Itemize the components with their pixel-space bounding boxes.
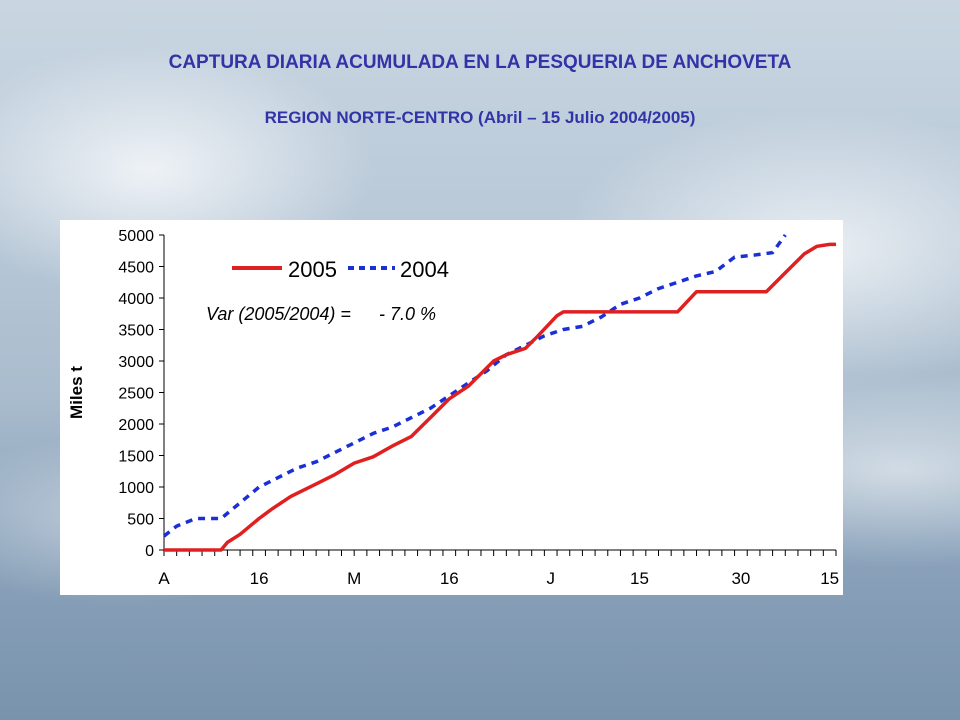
y-tick-label: 2000 [118,417,154,434]
slide-subtitle: REGION NORTE-CENTRO (Abril – 15 Julio 20… [264,108,696,127]
chart-panel: 0 500 1000 1500 2000 2500 3000 3500 4000 4500 5000… [60,220,843,595]
y-tick-label: 3500 [118,323,154,340]
x-tick-label: 15 [820,569,839,588]
x-tick-label: J [546,569,555,588]
variation-label: Var (2005/2004) = [206,304,351,324]
y-tick-label: 2500 [118,386,154,403]
series-line-2005 [164,242,836,552]
x-tick-label: 15 [630,569,649,588]
x-tick-label: M [347,569,361,588]
y-axis-title: Miles t [67,366,86,419]
cumulative-catch-chart: 0 500 1000 1500 2000 2500 3000 3500 4000 4500 5000… [67,228,839,588]
x-tick-label: 16 [440,569,459,588]
series-line-2004 [162,233,787,538]
legend-label-2005: 2005 [288,257,337,282]
y-tick-label: 0 [145,543,154,560]
variation-value: - 7.0 % [379,304,436,324]
y-tick-label: 1500 [118,449,154,466]
y-tick-label: 5000 [118,228,154,245]
y-tick-label: 3000 [118,354,154,371]
y-tick-label: 500 [127,512,154,529]
slide-title: CAPTURA DIARIA ACUMULADA EN LA PESQUERIA… [168,52,792,73]
legend-label-2004: 2004 [400,257,449,282]
x-tick-label: A [158,569,170,588]
x-tick-label: 30 [731,569,750,588]
y-tick-label: 4500 [118,260,154,277]
y-tick-label: 1000 [118,480,154,497]
y-tick-label: 4000 [118,291,154,308]
x-tick-label: 16 [250,569,269,588]
